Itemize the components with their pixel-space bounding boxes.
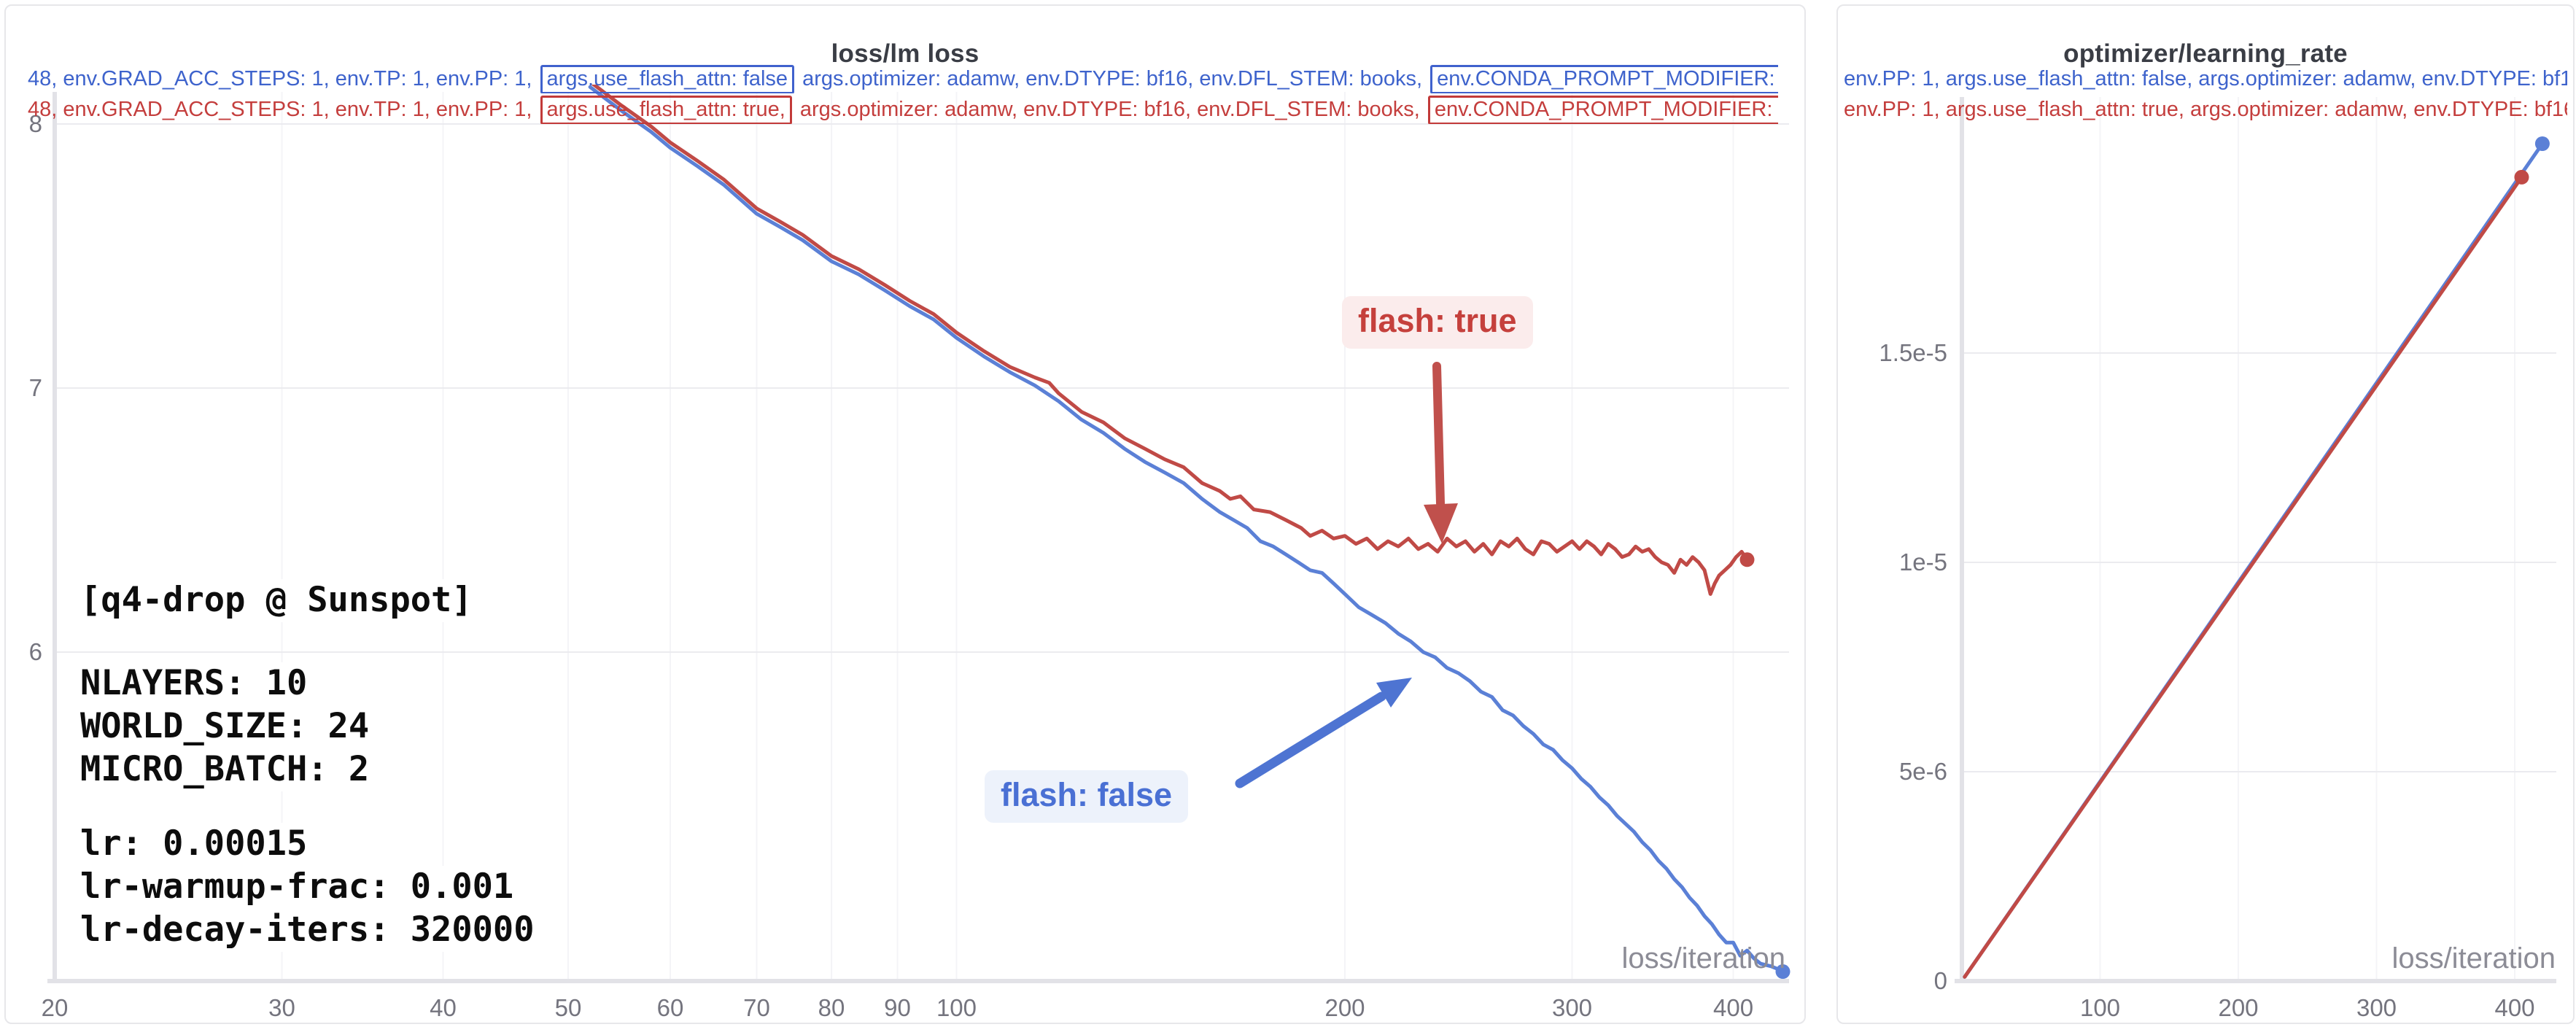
watermark-loss-iteration: loss/iteration bbox=[1621, 942, 1785, 974]
legend-text: env.PP: 1, args.use_flash_attn: false, a… bbox=[1844, 67, 2567, 90]
legend-run-flash-true: 48, env.GRAD_ACC_STEPS: 1, env.TP: 1, en… bbox=[28, 95, 1778, 124]
x-tick-label: 300 bbox=[1552, 994, 1592, 1020]
legend-run-flash-false: env.PP: 1, args.use_flash_attn: false, a… bbox=[1844, 64, 2567, 93]
flash-true-arrow bbox=[1424, 362, 1458, 543]
x-tick-label: 100 bbox=[936, 994, 977, 1020]
y-tick-label: 1e-5 bbox=[1899, 549, 1947, 575]
annotation-line: [q4-drop @ Sunspot] bbox=[70, 579, 483, 622]
annotation-run-header: [q4-drop @ Sunspot] bbox=[70, 579, 483, 622]
legend-run-flash-true: env.PP: 1, args.use_flash_attn: true, ar… bbox=[1844, 95, 2567, 124]
panel-loss-lm-loss[interactable]: 20 30 40 50 60 70 80 90 100 200 300 400 6 7 8 loss/lm … bbox=[4, 4, 1806, 1024]
x-tick-label: 90 bbox=[884, 994, 911, 1020]
page-title-lr: optimizer/learning_rate bbox=[2063, 39, 2348, 68]
x-tick-label: 400 bbox=[2494, 994, 2534, 1020]
annotation-config-block: NLAYERS: 10 WORLD_SIZE: 24 MICRO_BATCH: … bbox=[70, 662, 380, 791]
watermark-loss-iteration: loss/iteration bbox=[2391, 942, 2556, 974]
y-tick-label: 0 bbox=[1934, 967, 1947, 994]
lr-chart-canvas: 100 200 300 400 0 5e-6 1e-5 1.5e-5 bbox=[1879, 97, 2556, 1020]
x-tick-label: 400 bbox=[1713, 994, 1753, 1020]
end-point-flash-false bbox=[2534, 136, 2550, 151]
end-point-flash-true bbox=[1739, 552, 1755, 567]
y-tick-label: 8 bbox=[29, 110, 42, 137]
page-title-loss: loss/lm loss bbox=[831, 39, 979, 68]
annotation-line: WORLD_SIZE: 24 bbox=[70, 705, 380, 748]
x-tick-label: 50 bbox=[555, 994, 582, 1020]
curve-flash-true bbox=[591, 85, 1749, 596]
legend-highlight-flash-attn-true: args.use_flash_attn: true, bbox=[540, 96, 792, 124]
x-tick-label: 30 bbox=[268, 994, 295, 1020]
series-group bbox=[588, 85, 1785, 974]
legend-highlight-conda-prompt: env.CONDA_PROMPT_MODIFIER: (q4-drop) bbox=[1427, 96, 1778, 124]
series-group bbox=[1963, 142, 2545, 979]
y-tick-label: 5e-6 bbox=[1899, 758, 1947, 785]
curve-flash-true bbox=[1963, 175, 2523, 979]
x-tick-label: 80 bbox=[818, 994, 845, 1020]
legend-text: 48, env.GRAD_ACC_STEPS: 1, env.TP: 1, en… bbox=[28, 98, 538, 121]
x-tick-label: 200 bbox=[1324, 994, 1365, 1020]
panel-optimizer-learning-rate[interactable]: 100 200 300 400 0 5e-6 1e-5 1.5e-5 optimizer/le… bbox=[1836, 4, 2575, 1024]
x-tick-label: 100 bbox=[2080, 994, 2120, 1020]
x-tick-label: 40 bbox=[430, 994, 457, 1020]
legend-text: 48, env.GRAD_ACC_STEPS: 1, env.TP: 1, en… bbox=[28, 67, 538, 90]
annotation-line: NLAYERS: 10 bbox=[70, 662, 318, 705]
loss-chart-canvas: 20 30 40 50 60 70 80 90 100 200 300 400 6 7 8 bbox=[29, 85, 1791, 1020]
y-tick-label: 6 bbox=[29, 638, 42, 665]
annotation-line: MICRO_BATCH: 2 bbox=[70, 748, 380, 791]
end-point-flash-true bbox=[2514, 169, 2529, 185]
x-tick-label: 20 bbox=[42, 994, 69, 1020]
x-tick-label: 70 bbox=[743, 994, 770, 1020]
legend-highlight-flash-attn-false: args.use_flash_attn: false bbox=[540, 65, 795, 93]
flash-false-label: flash: false bbox=[985, 770, 1189, 823]
annotation-lr-block: lr: 0.00015 lr-warmup-frac: 0.001 lr-dec… bbox=[70, 823, 545, 952]
legend-text: env.PP: 1, args.use_flash_attn: true, ar… bbox=[1844, 98, 2567, 121]
x-tick-label: 200 bbox=[2218, 994, 2258, 1020]
annotation-arrows-layer bbox=[1235, 362, 1458, 788]
legend-text: args.optimizer: adamw, env.DTYPE: bf16, … bbox=[796, 67, 1429, 90]
x-tick-label: 300 bbox=[2356, 994, 2397, 1020]
annotation-line: lr: 0.00015 bbox=[70, 823, 318, 866]
end-point-flash-false bbox=[1775, 964, 1791, 980]
legend-run-flash-false: 48, env.GRAD_ACC_STEPS: 1, env.TP: 1, en… bbox=[28, 64, 1778, 93]
flash-false-arrow bbox=[1235, 678, 1412, 788]
legend-text: args.optimizer: adamw, env.DTYPE: bf16, … bbox=[794, 98, 1426, 121]
x-tick-label: 60 bbox=[657, 994, 684, 1020]
legend-highlight-conda-prompt: env.CONDA_PROMPT_MODIFIER: (q4-drop) bbox=[1430, 65, 1778, 93]
curve-flash-false bbox=[588, 85, 1785, 974]
annotation-line: lr-decay-iters: 320000 bbox=[70, 909, 545, 952]
y-tick-label: 1.5e-5 bbox=[1879, 339, 1947, 366]
annotation-line: lr-warmup-frac: 0.001 bbox=[70, 866, 524, 909]
flash-true-label: flash: true bbox=[1342, 296, 1533, 349]
y-tick-label: 7 bbox=[29, 374, 42, 401]
